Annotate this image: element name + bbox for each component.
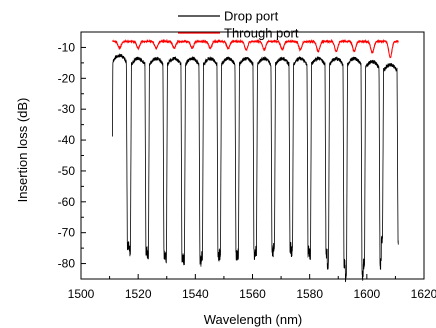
y-tick-label: -80: [58, 257, 76, 271]
plot-area: [80, 31, 425, 283]
legend-label-drop-port: Drop port: [224, 9, 279, 24]
y-axis-title: Insertion loss (dB): [15, 98, 30, 203]
x-axis-title: Wavelength (nm): [204, 312, 303, 327]
x-tick-label: 1540: [182, 287, 209, 301]
x-tick-label: 1500: [68, 287, 95, 301]
y-tick-label: -40: [58, 133, 76, 147]
series-line-drop-port: [112, 53, 399, 283]
x-tick-label: 1620: [411, 287, 436, 301]
y-tick-label: -70: [58, 226, 76, 240]
series-line-through-port: [111, 38, 399, 59]
series-layer: [111, 38, 399, 283]
y-tick-label: -10: [58, 40, 76, 54]
x-tick-label: 1520: [125, 287, 152, 301]
y-tick-label: -20: [58, 71, 76, 85]
y-tick-label: -30: [58, 102, 76, 116]
plot-frame: [80, 31, 425, 280]
legend: Drop port Through port: [178, 9, 299, 41]
y-axis-ticks: -10 -20 -30 -40 -50 -60 -70 -80: [58, 31, 86, 271]
legend-label-through-port: Through port: [224, 26, 299, 41]
x-tick-label: 1600: [353, 287, 380, 301]
y-tick-label: -50: [58, 164, 76, 178]
x-tick-label: 1580: [296, 287, 323, 301]
x-axis-ticks: 1500 1520 1540 1560 1580 1600 1620: [68, 274, 436, 301]
y-tick-label: -60: [58, 195, 76, 209]
x-tick-label: 1560: [239, 287, 266, 301]
